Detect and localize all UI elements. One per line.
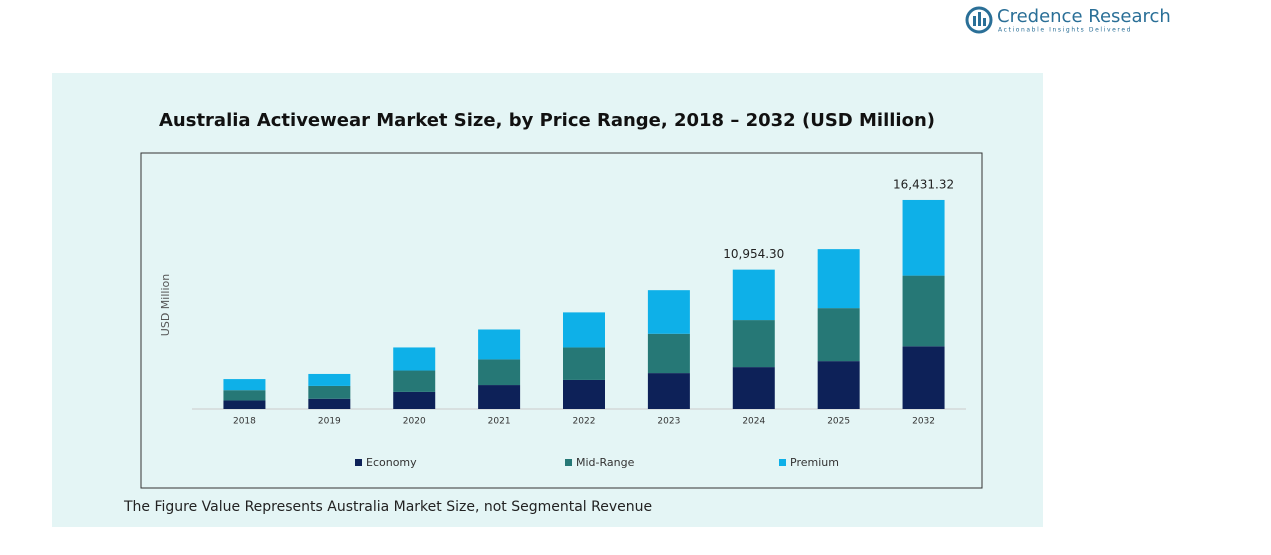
bar-segment: [478, 359, 521, 386]
bar-segment: [817, 249, 860, 309]
brand-name: Credence Research: [997, 6, 1171, 27]
x-tick-label: 2018: [233, 417, 256, 427]
x-tick-label: 2021: [488, 417, 511, 427]
bar-segment: [647, 290, 690, 334]
bar-segment: [732, 367, 775, 409]
brand-tagline: Actionable Insights Delivered: [998, 27, 1132, 34]
bar-segment: [478, 329, 521, 360]
legend-label: Economy: [366, 456, 417, 469]
bar-segment: [563, 347, 605, 380]
x-tick-label: 2025: [827, 417, 850, 427]
x-tick-label: 2022: [573, 417, 596, 427]
panel: [52, 73, 1043, 527]
bar-segment: [732, 269, 775, 321]
logo-icon-bar: [978, 12, 981, 26]
footnote: The Figure Value Represents Australia Ma…: [123, 499, 652, 515]
x-tick-label: 2020: [403, 417, 426, 427]
bar-segment: [393, 391, 436, 409]
legend-swatch: [565, 459, 572, 466]
bar-segment: [478, 385, 521, 409]
bar-segment: [308, 398, 351, 409]
bar-segment: [393, 347, 436, 371]
bar-segment: [563, 379, 605, 409]
legend-swatch: [779, 459, 786, 466]
bar-segment: [223, 390, 266, 401]
total-label: 10,954.30: [723, 247, 784, 261]
x-tick-label: 2032: [912, 417, 935, 427]
bar-segment: [902, 199, 945, 276]
bar-segment: [308, 373, 351, 386]
total-label: 16,431.32: [893, 177, 954, 191]
bar-segment: [647, 373, 690, 409]
chart-title: Australia Activewear Market Size, by Pri…: [159, 110, 935, 131]
plot-frame: [140, 152, 983, 489]
bar-segment: [647, 333, 690, 374]
bar-segment: [223, 379, 266, 391]
y-axis-label: USD Million: [159, 274, 172, 336]
bar-segment: [393, 370, 436, 392]
bar-segment: [817, 308, 860, 362]
legend-label: Mid-Range: [576, 456, 635, 469]
x-tick-label: 2023: [657, 417, 680, 427]
bar-segment: [902, 346, 945, 409]
logo-icon-bar: [983, 18, 986, 26]
bar-segment: [902, 275, 945, 347]
legend-swatch: [355, 459, 362, 466]
bar-segment: [223, 400, 266, 409]
bar-segment: [563, 312, 605, 348]
legend-label: Premium: [790, 456, 839, 469]
logo: Credence Research Actionable Insights De…: [965, 6, 1171, 34]
bar-segment: [308, 385, 351, 399]
x-tick-label: 2019: [318, 417, 341, 427]
x-tick-label: 2024: [742, 417, 765, 427]
logo-icon: [965, 6, 993, 34]
logo-icon-bar: [973, 16, 976, 26]
bar-segment: [817, 361, 860, 409]
bar-segment: [732, 320, 775, 368]
